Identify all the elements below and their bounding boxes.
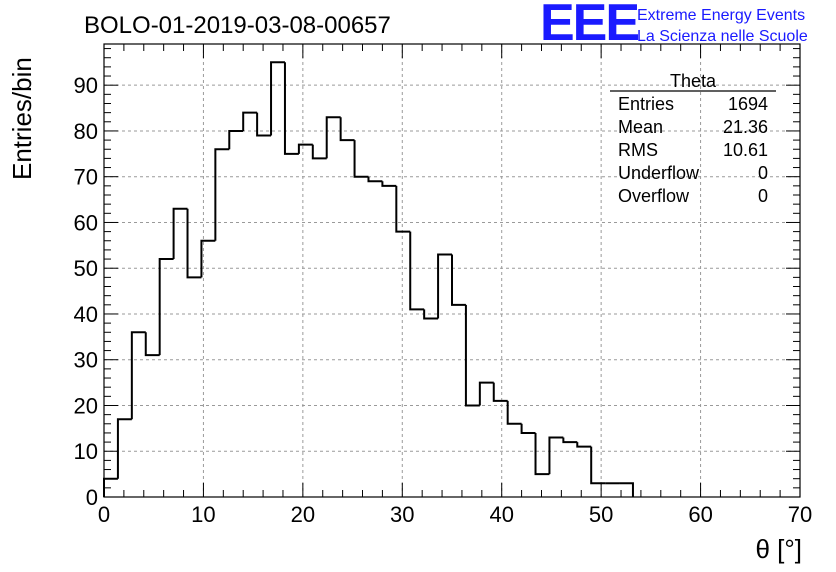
stats-label: RMS [618, 140, 658, 160]
histogram-bin [283, 62, 299, 155]
x-tick-label: 10 [191, 502, 215, 527]
histogram-bin [520, 423, 536, 434]
histogram-bin [200, 239, 216, 278]
histogram-bin [297, 143, 313, 154]
x-tick-label: 20 [291, 502, 315, 527]
histogram-bin [325, 116, 341, 159]
logo-line-1: Extreme Energy Events [637, 7, 805, 24]
stats-value: 1694 [728, 94, 768, 114]
y-tick-label: 0 [86, 485, 98, 510]
histogram-bins [103, 61, 634, 497]
y-tick-labels: 0 10 20 30 40 50 60 70 80 90 [74, 73, 98, 510]
histogram-bin [353, 140, 369, 178]
histogram-bin [270, 61, 285, 136]
histogram-bin [451, 254, 466, 306]
y-tick-label: 60 [74, 210, 98, 235]
y-tick-label: 50 [74, 256, 98, 281]
stats-value: 0 [758, 186, 768, 206]
y-tick-label: 80 [74, 119, 98, 144]
histogram-bin [256, 112, 272, 137]
histogram-bin [158, 258, 174, 356]
histogram-bin [492, 382, 508, 402]
histogram-bin [576, 442, 592, 448]
histogram-bin [172, 207, 188, 260]
x-tick-label: 0 [98, 502, 110, 527]
histogram-bin [130, 331, 146, 420]
histogram-bin [464, 304, 480, 407]
y-tick-label: 10 [74, 439, 98, 464]
stats-label: Mean [618, 117, 663, 137]
histogram-bin [548, 436, 564, 475]
stats-value: 0 [758, 163, 768, 183]
y-tick-label: 20 [74, 393, 98, 418]
histogram-bin [562, 437, 578, 444]
stats-value: 10.61 [723, 140, 768, 160]
stats-box-title: Theta [670, 71, 717, 91]
y-axis-title: Entries/bin [7, 57, 37, 180]
histogram-bin [409, 231, 425, 311]
y-tick-label: 40 [74, 302, 98, 327]
logo-line-2: La Scienza nelle Scuole [637, 28, 808, 45]
histogram-bin [590, 446, 606, 485]
histogram-bin [186, 208, 202, 279]
plot-frame [103, 43, 801, 498]
stats-value: 21.36 [723, 117, 768, 137]
histogram-bin [534, 432, 550, 476]
logo-letters: EEE [540, 0, 638, 52]
chart-title: BOLO-01-2019-03-08-00657 [84, 12, 391, 39]
histogram-bin [395, 185, 411, 233]
stats-label: Overflow [618, 186, 690, 206]
grid-lines [104, 44, 800, 497]
y-tick-label: 70 [74, 165, 98, 190]
x-tick-label: 40 [489, 502, 513, 527]
histogram-bin [339, 117, 355, 142]
stats-label: Entries [618, 94, 674, 114]
y-tick-label: 30 [74, 348, 98, 373]
histogram-bin [116, 418, 132, 479]
histogram-bin [311, 144, 327, 160]
x-tick-labels: 0 10 20 30 40 50 60 70 [98, 502, 812, 527]
x-tick-label: 30 [390, 502, 414, 527]
stats-label: Underflow [618, 163, 700, 183]
histogram-bin [214, 148, 230, 241]
histogram-bin [242, 111, 258, 131]
x-tick-label: 50 [589, 502, 613, 527]
histogram-bin [619, 482, 634, 497]
x-tick-label: 60 [688, 502, 712, 527]
eee-logo: EEE Extreme Energy Events La Scienza nel… [540, 0, 808, 52]
histogram-bin [478, 381, 494, 406]
histogram-bin [367, 176, 383, 183]
histogram-bin [437, 253, 452, 319]
histogram-bin [144, 332, 160, 357]
stats-box: Theta Entries 1694 Mean 21.36 RMS 10.61 Underf… [610, 71, 776, 206]
y-tick-label: 90 [74, 73, 98, 98]
histogram-bin [423, 309, 439, 320]
histogram-bin [506, 400, 522, 425]
histogram-bin [381, 181, 397, 187]
x-axis-title: θ [°] [755, 534, 802, 564]
histogram-bin [228, 129, 244, 150]
x-tick-label: 70 [788, 502, 812, 527]
